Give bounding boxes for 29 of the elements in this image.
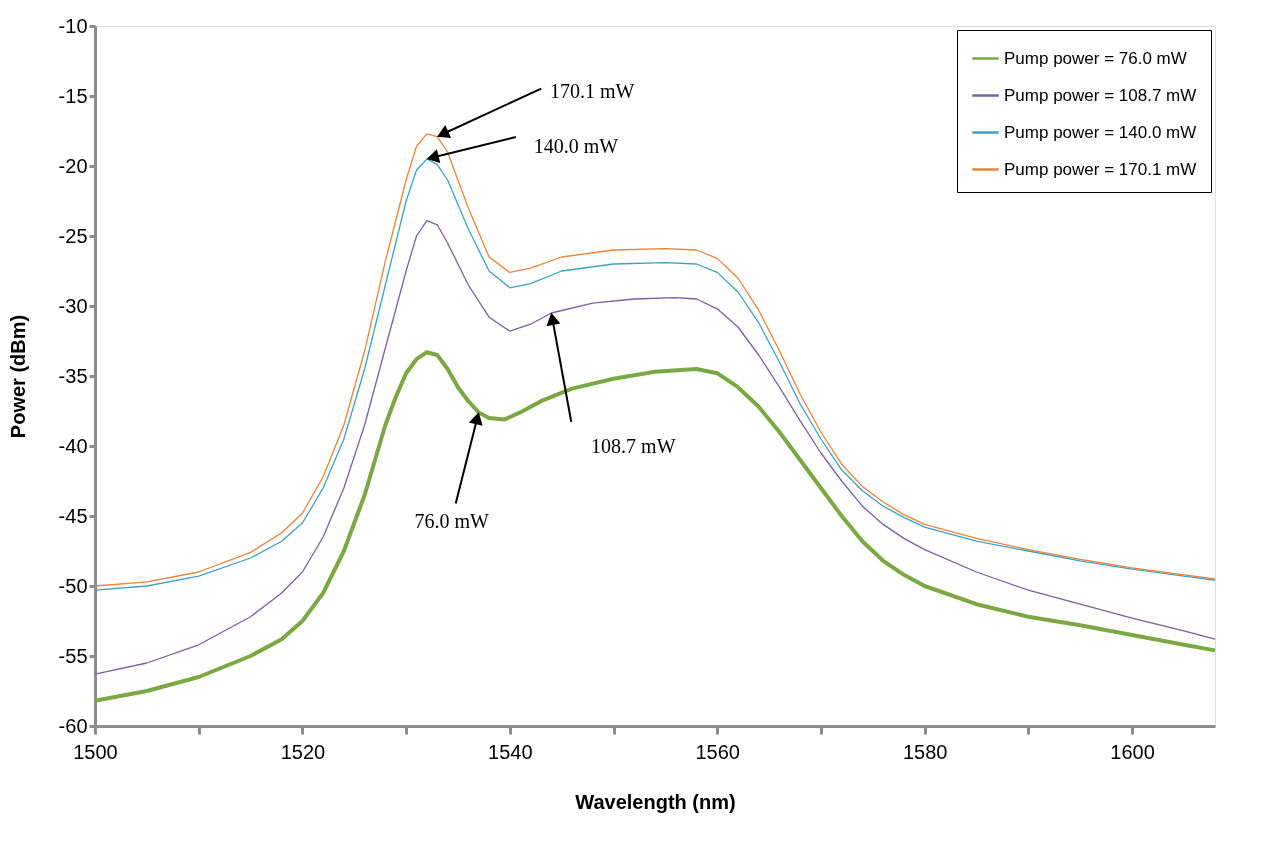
x-tick-label: 1580: [902, 740, 948, 763]
legend-label: Pump power = 108.7 mW: [1004, 85, 1197, 105]
y-tick-label: -50: [58, 574, 88, 597]
annotation: 140.0 mW: [533, 135, 619, 157]
y-tick-label: -55: [58, 644, 88, 667]
y-tick-label: -60: [58, 714, 88, 737]
y-tick-label: -30: [58, 294, 88, 317]
line-series: [94, 219, 1216, 675]
x-tick-label: 1600: [1110, 740, 1155, 763]
y-tick-label: -10: [58, 14, 88, 37]
y-tick-label: -15: [58, 84, 88, 107]
x-tick-label: 1500: [73, 740, 118, 763]
x-tick-label: 1520: [280, 740, 326, 763]
legend-label: Pump power = 76.0 mW: [1004, 48, 1187, 68]
annotation: 170.1 mW: [550, 79, 635, 102]
y-tick-label: -45: [58, 504, 88, 527]
line-series: [93, 350, 1217, 703]
legend-label: Pump power = 170.1 mW: [1004, 159, 1197, 179]
y-tick-label: -20: [58, 154, 88, 177]
x-tick-label: 1560: [695, 740, 740, 763]
x-tick-label: 1540: [488, 740, 533, 763]
y-tick-label: -35: [58, 364, 88, 387]
annotation: 76.0 mW: [414, 510, 490, 533]
annotation: 108.7 mW: [591, 435, 676, 457]
legend-label: Pump power = 140.0 mW: [1004, 122, 1197, 142]
y-tick-label: -40: [58, 434, 88, 457]
y-axis-title: Power (dBm): [6, 314, 29, 439]
x-axis-title: Wavelength (nm): [575, 790, 736, 813]
y-tick-label: -25: [58, 224, 88, 247]
